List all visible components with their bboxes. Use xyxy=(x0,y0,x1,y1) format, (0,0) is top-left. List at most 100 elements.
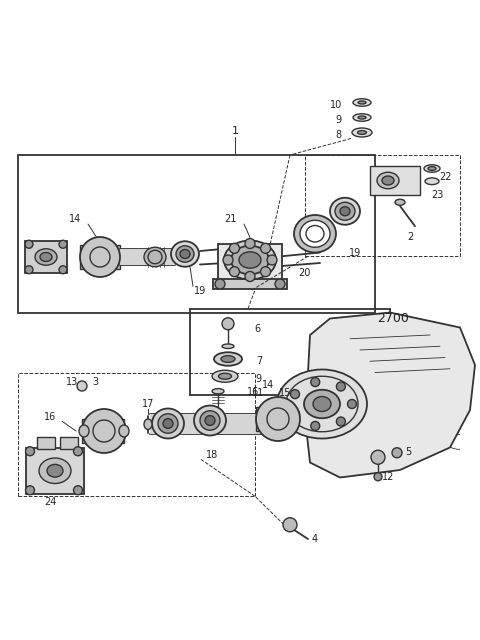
Ellipse shape xyxy=(40,253,52,262)
Ellipse shape xyxy=(200,411,220,430)
Circle shape xyxy=(77,381,87,391)
Text: 11: 11 xyxy=(252,388,264,399)
Circle shape xyxy=(59,266,67,274)
Bar xyxy=(26,447,84,494)
Text: 17: 17 xyxy=(142,399,154,409)
Circle shape xyxy=(336,417,346,426)
Ellipse shape xyxy=(313,397,331,412)
Ellipse shape xyxy=(79,425,89,437)
Circle shape xyxy=(290,410,300,419)
Bar xyxy=(370,166,420,195)
Ellipse shape xyxy=(353,99,371,106)
Bar xyxy=(108,245,120,269)
Bar xyxy=(110,419,124,443)
Ellipse shape xyxy=(425,178,439,184)
Circle shape xyxy=(82,409,126,453)
Text: 21: 21 xyxy=(224,214,236,224)
Text: 1: 1 xyxy=(231,126,239,136)
Ellipse shape xyxy=(180,250,190,259)
Text: 24: 24 xyxy=(44,497,56,508)
Circle shape xyxy=(311,378,320,387)
Bar xyxy=(37,437,55,449)
Text: 14: 14 xyxy=(262,380,274,390)
Circle shape xyxy=(256,397,300,441)
Ellipse shape xyxy=(222,344,234,349)
Text: 14: 14 xyxy=(69,214,81,224)
Ellipse shape xyxy=(158,413,178,433)
Ellipse shape xyxy=(300,220,330,247)
Circle shape xyxy=(215,279,225,289)
Ellipse shape xyxy=(353,114,371,121)
Text: 6: 6 xyxy=(254,324,260,334)
Polygon shape xyxy=(120,249,175,265)
Ellipse shape xyxy=(47,465,63,477)
Ellipse shape xyxy=(163,419,173,428)
Circle shape xyxy=(25,486,35,495)
Ellipse shape xyxy=(176,246,194,262)
Text: 22: 22 xyxy=(439,173,451,182)
Circle shape xyxy=(73,447,83,456)
Ellipse shape xyxy=(221,356,235,362)
Text: 2700: 2700 xyxy=(377,312,409,325)
Ellipse shape xyxy=(224,241,276,280)
Ellipse shape xyxy=(214,352,242,365)
Bar xyxy=(218,243,282,287)
Ellipse shape xyxy=(358,116,366,119)
Ellipse shape xyxy=(144,247,166,267)
Polygon shape xyxy=(150,413,265,434)
Text: 18: 18 xyxy=(206,450,218,460)
Circle shape xyxy=(392,448,402,458)
Circle shape xyxy=(275,279,285,289)
Ellipse shape xyxy=(340,207,350,216)
Ellipse shape xyxy=(377,172,399,189)
Ellipse shape xyxy=(277,369,367,438)
Text: 4: 4 xyxy=(312,534,318,544)
Text: 7: 7 xyxy=(256,356,262,366)
Ellipse shape xyxy=(218,373,231,380)
Circle shape xyxy=(222,317,234,330)
Text: 16: 16 xyxy=(247,387,259,397)
Circle shape xyxy=(261,243,271,253)
Ellipse shape xyxy=(352,128,372,137)
Text: 9: 9 xyxy=(335,115,341,125)
Bar xyxy=(18,372,255,496)
Circle shape xyxy=(25,266,33,274)
Circle shape xyxy=(245,271,255,282)
Text: 2: 2 xyxy=(407,232,413,243)
Ellipse shape xyxy=(358,131,367,134)
Bar xyxy=(60,437,78,449)
Bar xyxy=(190,308,390,395)
Text: 10: 10 xyxy=(330,100,342,109)
Bar xyxy=(18,155,375,312)
Ellipse shape xyxy=(304,390,340,419)
Bar xyxy=(305,155,460,256)
Circle shape xyxy=(283,518,297,532)
Text: 8: 8 xyxy=(335,130,341,140)
Ellipse shape xyxy=(358,101,366,104)
Ellipse shape xyxy=(152,408,184,438)
Ellipse shape xyxy=(171,241,199,267)
Circle shape xyxy=(245,239,255,248)
Ellipse shape xyxy=(382,176,394,185)
Bar xyxy=(25,241,67,273)
Ellipse shape xyxy=(395,199,405,205)
Text: 20: 20 xyxy=(298,269,310,278)
Circle shape xyxy=(73,486,83,495)
Text: 13: 13 xyxy=(66,377,78,387)
Circle shape xyxy=(229,243,240,253)
Polygon shape xyxy=(305,312,475,477)
Text: 3: 3 xyxy=(92,377,98,387)
Text: 5: 5 xyxy=(405,447,411,457)
Circle shape xyxy=(80,237,120,277)
Ellipse shape xyxy=(428,166,436,170)
Ellipse shape xyxy=(239,252,261,268)
Text: 19: 19 xyxy=(194,287,206,296)
Ellipse shape xyxy=(424,164,440,172)
Text: 19: 19 xyxy=(349,248,361,257)
Ellipse shape xyxy=(212,371,238,382)
Ellipse shape xyxy=(39,458,71,483)
Bar xyxy=(213,279,287,289)
Ellipse shape xyxy=(294,215,336,253)
Text: 12: 12 xyxy=(382,472,394,483)
Bar xyxy=(284,407,298,431)
